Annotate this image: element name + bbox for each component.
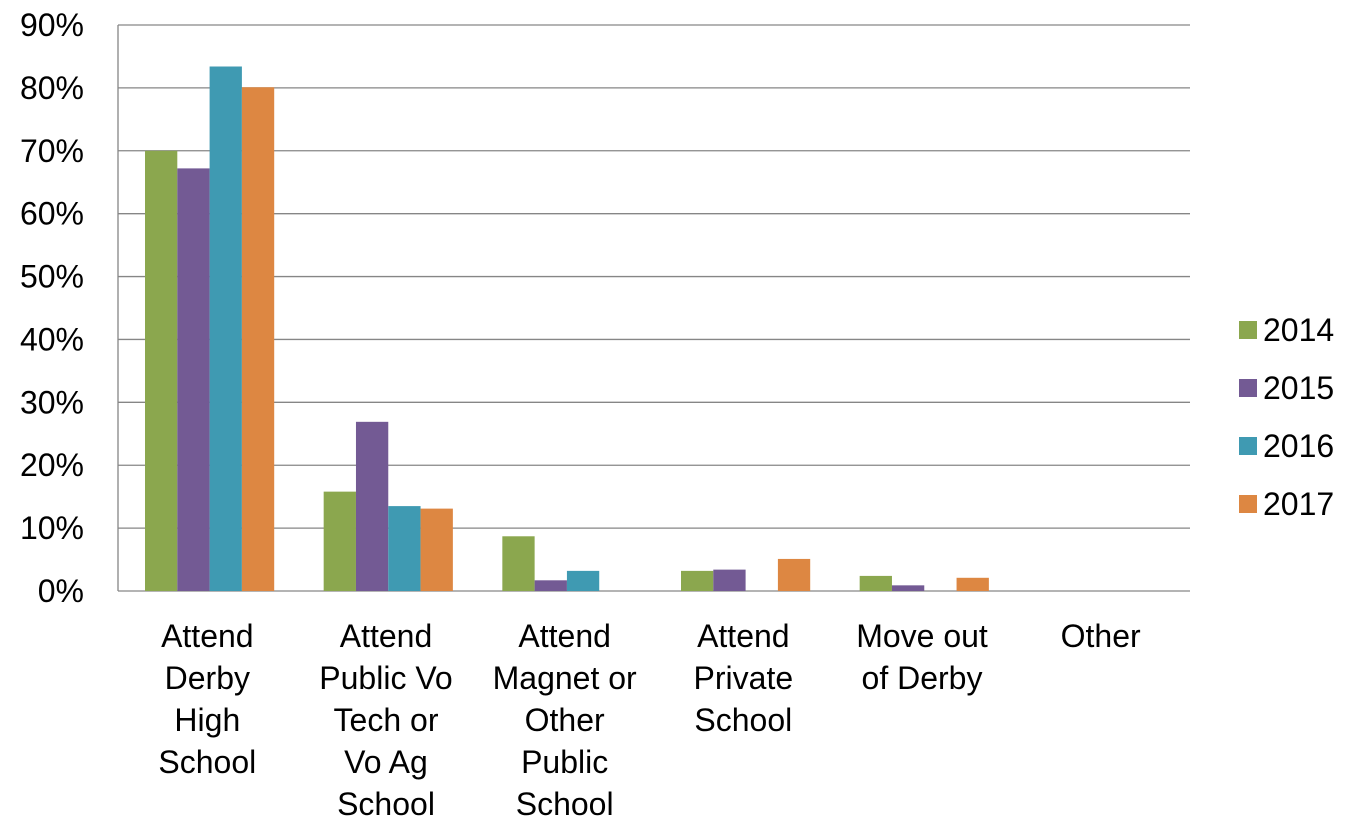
bar — [891, 585, 925, 591]
legend-label: 2015 — [1263, 370, 1334, 406]
y-tick-label: 90% — [20, 7, 84, 43]
bar — [388, 506, 421, 591]
y-tick-label: 30% — [20, 384, 84, 420]
x-category-label-line: High — [174, 702, 240, 738]
x-category-label-line: Other — [525, 702, 605, 738]
x-category-label-line: of Derby — [862, 660, 983, 696]
bar — [956, 577, 989, 591]
x-category-label: Move out of Derby — [856, 618, 988, 696]
bar — [713, 569, 746, 591]
legend-label: 2017 — [1263, 486, 1334, 522]
x-category-label-line: Attend — [340, 618, 433, 654]
y-tick-label: 50% — [20, 259, 84, 295]
bar — [777, 558, 811, 591]
x-category-label: Attend Private School — [694, 618, 794, 738]
x-category-label-line: School — [337, 786, 435, 821]
y-tick-label: 60% — [20, 196, 84, 232]
x-category-label-line: Magnet or — [493, 660, 637, 696]
bar — [681, 570, 714, 591]
x-category-label: Attend Public Vo Tech or Vo Ag School — [319, 618, 452, 821]
y-tick-label: 0% — [38, 573, 84, 609]
bar — [177, 168, 210, 592]
legend-swatch — [1239, 321, 1257, 339]
x-category-label-line: School — [694, 702, 792, 738]
y-tick-label: 40% — [20, 321, 84, 357]
legend-swatch — [1239, 437, 1257, 455]
x-category-label-line: Public — [521, 744, 608, 780]
y-tick-label: 70% — [20, 133, 84, 169]
x-axis-category-labels: Attend Derby High School Attend Public Vo Tech… — [158, 618, 1141, 821]
x-category-label-line: Attend — [161, 618, 254, 654]
x-category-label: Other — [1061, 618, 1141, 654]
x-category-label-line: Tech or — [334, 702, 439, 738]
legend-label: 2016 — [1263, 428, 1334, 464]
legend-label: 2014 — [1263, 312, 1334, 348]
x-category-label-line: Private — [694, 660, 794, 696]
x-category-label-line: Derby — [165, 660, 250, 696]
bar — [566, 570, 600, 591]
bar — [209, 66, 242, 592]
x-category-label-line: Public Vo — [319, 660, 452, 696]
y-tick-label: 80% — [20, 70, 84, 106]
x-category-label-line: School — [516, 786, 614, 821]
y-tick-label: 20% — [20, 447, 84, 483]
bars — [145, 66, 989, 592]
bar — [502, 536, 535, 591]
legend: 2014 2015 2016 2017 — [1239, 312, 1334, 522]
x-category-label-line: Vo Ag — [344, 744, 428, 780]
x-category-label-line: Attend — [697, 618, 790, 654]
bar — [859, 575, 892, 591]
bar — [241, 87, 275, 591]
y-tick-label: 10% — [20, 510, 84, 546]
x-category-label: Attend Magnet or Other Public School — [493, 618, 637, 821]
bar — [355, 421, 389, 591]
y-axis-tick-labels: 0% 10% 20% 30% 40% 50% 60% 70% 80% 90% — [20, 7, 84, 609]
bar — [323, 491, 356, 591]
legend-swatch — [1239, 495, 1257, 513]
legend-swatch — [1239, 379, 1257, 397]
x-category-label: Attend Derby High School — [158, 618, 256, 780]
x-category-label-line: Other — [1061, 618, 1141, 654]
x-category-label-line: Attend — [518, 618, 611, 654]
x-category-label-line: Move out — [856, 618, 988, 654]
gridlines — [118, 24, 1190, 592]
bar — [534, 580, 567, 591]
bar — [420, 508, 453, 591]
x-category-label-line: School — [158, 744, 256, 780]
bar — [145, 150, 178, 591]
